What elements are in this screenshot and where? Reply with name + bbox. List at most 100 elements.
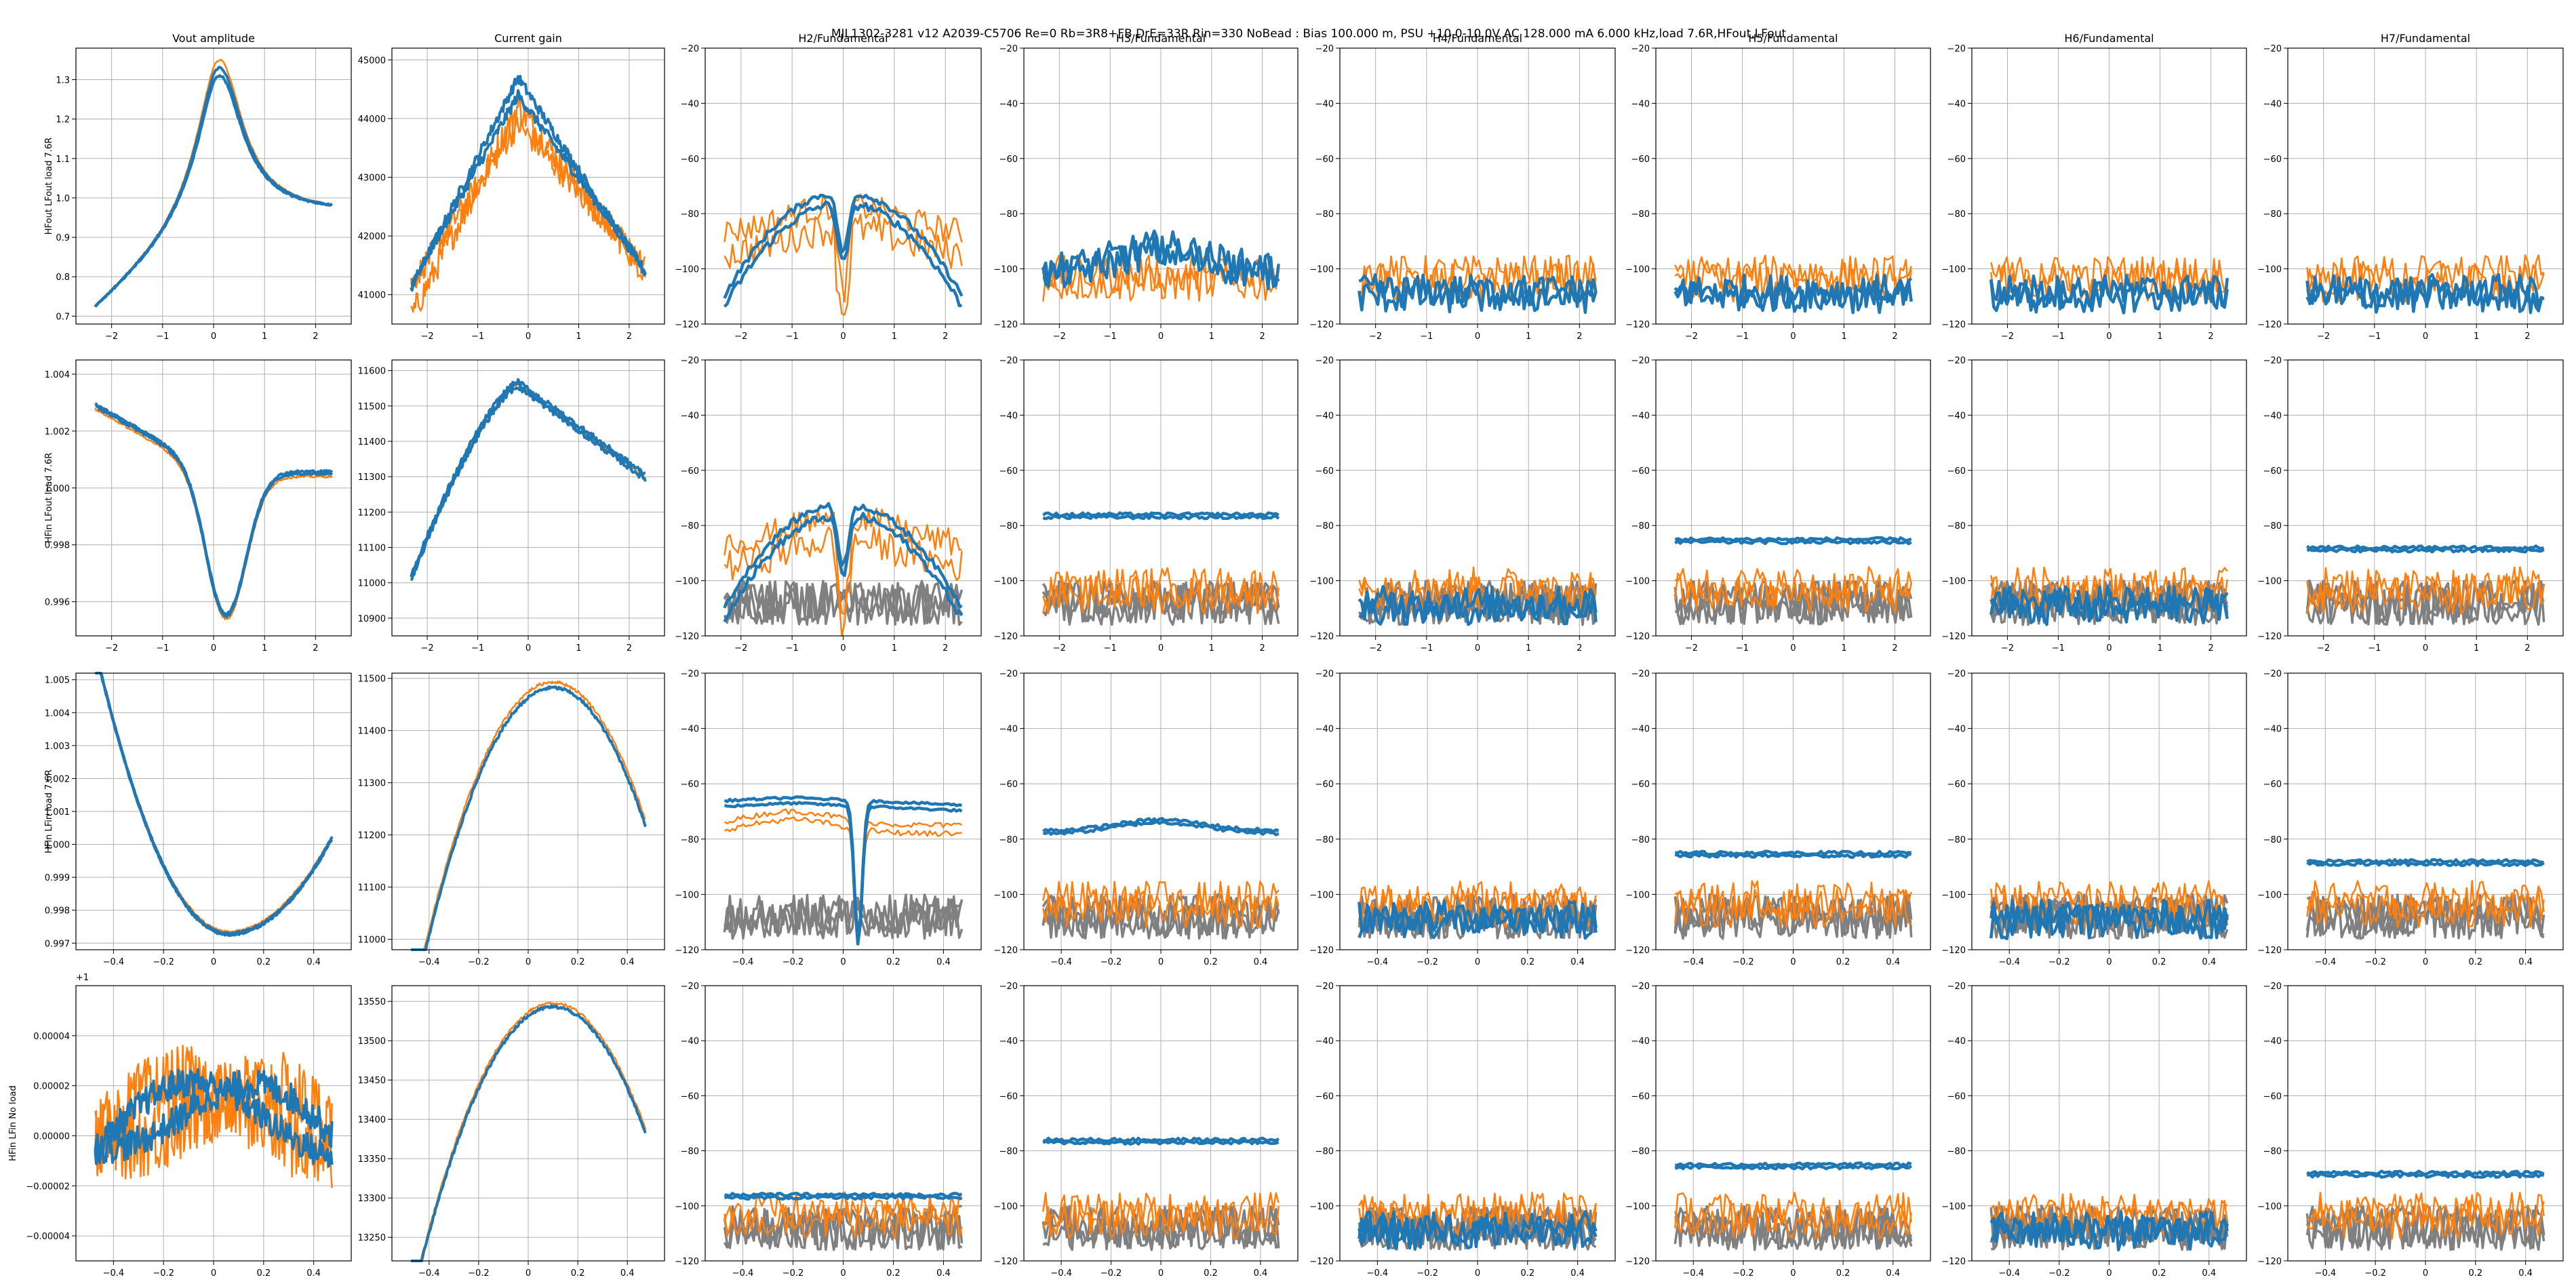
y-tick-label: 0.00004 (33, 1032, 70, 1042)
harmonic-series-line (1674, 1191, 1912, 1232)
y-tick-label: −20 (1631, 982, 1650, 992)
y-tick-label: −40 (1315, 99, 1334, 109)
axes-frame (705, 672, 982, 950)
y-tick-label: −0.00004 (26, 1232, 70, 1242)
x-tick-label: −0.4 (1682, 1268, 1704, 1279)
x-tick-label: −2 (2317, 643, 2330, 653)
y-tick-label: −120 (2257, 320, 2282, 330)
subplot-r1-c4: H3/Fundamental −2 −1 0 1 2 −120 −100 −80 −60 −40 −2… (993, 32, 1299, 342)
y-tick-label: −80 (1315, 835, 1334, 845)
x-tick-label: −1 (1420, 331, 1433, 342)
y-tick-label: −60 (1631, 780, 1650, 790)
y-tick-label: −80 (681, 835, 699, 845)
y-tick-label: −100 (993, 890, 1018, 900)
x-tick-label: 0 (211, 331, 216, 342)
x-tick-label: −0.2 (1101, 1268, 1122, 1279)
x-tick-label: 0 (1475, 957, 1480, 967)
y-tick-label: −100 (1625, 1202, 1650, 1212)
y-tick-label: −60 (999, 466, 1018, 477)
y-tick-label: −60 (681, 1091, 699, 1102)
x-tick-label: 0 (1158, 643, 1164, 653)
harmonic-series-line (723, 200, 962, 308)
x-tick-label: −0.2 (2048, 1268, 2070, 1279)
subplot-r3-c4: −0.4 −0.2 0 0.2 0.4 −120 −100 −80 −60 −40 −20 (993, 669, 1299, 967)
y-tick-label: −20 (2263, 44, 2282, 54)
y-tick-label: −120 (1625, 946, 1650, 956)
vout-series-line (94, 1068, 334, 1168)
y-tick-label: −120 (1625, 320, 1650, 330)
x-tick-label: −1 (1104, 331, 1117, 342)
subplot-r1-c8: H7/Fundamental −2 −1 0 1 2 −120 −100 −80 −60 −40 −2… (2257, 32, 2564, 342)
y-tick-label: −80 (999, 835, 1018, 845)
y-tick-label: 0.9 (56, 233, 70, 243)
y-tick-label: −60 (1947, 155, 1966, 165)
harmonic-series-line (724, 801, 963, 946)
y-tick-label: 13350 (358, 1154, 386, 1165)
y-tick-label: −40 (999, 99, 1018, 109)
y-tick-label: −40 (1947, 99, 1966, 109)
axes-frame (2287, 359, 2564, 637)
y-tick-label: 11300 (358, 779, 386, 789)
harmonic-series-line (1989, 590, 2229, 626)
axes-frame (1339, 672, 1616, 950)
x-tick-label: 0 (526, 643, 531, 653)
x-tick-label: 2 (627, 331, 632, 342)
x-tick-label: 0 (2423, 1268, 2428, 1279)
y-tick-label: −120 (2257, 632, 2282, 642)
subplot-r4-c7: −0.4 −0.2 0 0.2 0.4 −120 −100 −80 −60 −40 −20 (1941, 982, 2247, 1279)
y-tick-label: 13450 (358, 1076, 386, 1086)
x-tick-label: 0 (1475, 643, 1480, 653)
y-tick-label: 1.002 (45, 774, 70, 784)
y-tick-label: −100 (993, 577, 1018, 587)
harmonic-series-line (1358, 1215, 1598, 1251)
axes-frame (705, 359, 982, 637)
subplot-r1-c3: H2/Fundamental −2 −1 0 1 2 −120 −100 −80 −60 −40 −2… (675, 32, 982, 342)
x-tick-label: 0 (2106, 957, 2112, 967)
subplot-r4-c8: −0.4 −0.2 0 0.2 0.4 −120 −100 −80 −60 −40 −20 (2257, 982, 2564, 1279)
y-tick-label: 0.8 (56, 273, 70, 283)
y-tick-label: −80 (1947, 1147, 1966, 1157)
y-tick-label: −60 (1315, 155, 1334, 165)
y-tick-label: −60 (999, 155, 1018, 165)
y-tick-label: −20 (1315, 356, 1334, 366)
y-tick-label: −40 (681, 1037, 699, 1047)
x-tick-label: 1 (892, 331, 897, 342)
y-tick-label: 41000 (358, 291, 386, 301)
y-tick-label: 0.7 (56, 312, 70, 322)
y-tick-label: −60 (681, 780, 699, 790)
y-tick-label: −40 (1631, 99, 1650, 109)
harmonic-series-line (1042, 888, 1280, 929)
x-tick-label: −1 (156, 643, 169, 653)
y-tick-label: −80 (681, 521, 699, 531)
subplot-r3-c6: −0.4 −0.2 0 0.2 0.4 −120 −100 −80 −60 −40 −20 (1625, 669, 1931, 967)
x-tick-label: 0 (2106, 1268, 2112, 1279)
y-tick-label: 13500 (358, 1037, 386, 1047)
x-tick-label: 0.2 (256, 957, 271, 967)
x-tick-label: −1 (786, 331, 799, 342)
harmonic-series-line (1042, 511, 1280, 518)
y-tick-label: −80 (1631, 521, 1650, 531)
x-tick-label: 0.2 (1520, 1268, 1534, 1279)
x-tick-label: 0 (1790, 331, 1796, 342)
subplot-r2-c4: −2 −1 0 1 2 −120 −100 −80 −60 −40 −20 (993, 356, 1299, 653)
y-tick-label: −60 (1631, 466, 1650, 477)
gain-series-line (410, 386, 647, 582)
y-tick-label: 11600 (358, 367, 386, 377)
gain-series-line (410, 1004, 647, 1262)
y-tick-label: 11000 (358, 579, 386, 589)
subplot-r2-c3: −2 −1 0 1 2 −120 −100 −80 −60 −40 −20 (675, 356, 982, 653)
harmonic-series-line (1042, 881, 1280, 920)
subplot-r4-c1: HFin LFin No load −0.4 −0.2 0 0.2 0.4 −0.00004… (8, 973, 352, 1279)
harmonic-series-line (2306, 1199, 2545, 1240)
x-tick-label: 0 (1158, 1268, 1164, 1279)
x-tick-label: 2 (1577, 643, 1582, 653)
y-tick-label: −100 (1625, 265, 1650, 275)
y-tick-label: −40 (999, 1037, 1018, 1047)
harmonic-series-line (1673, 278, 1913, 315)
x-tick-label: −2 (2001, 643, 2014, 653)
y-tick-label: −40 (999, 725, 1018, 735)
axes-frame (1023, 359, 1299, 637)
y-tick-label: −100 (1309, 890, 1334, 900)
x-tick-label: −0.4 (2315, 957, 2337, 967)
y-tick-label: −20 (1315, 669, 1334, 679)
